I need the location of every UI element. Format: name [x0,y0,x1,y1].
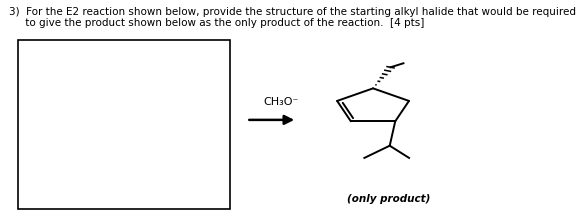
Text: CH₃O⁻: CH₃O⁻ [263,97,299,107]
Text: 3)  For the E2 reaction shown below, provide the structure of the starting alkyl: 3) For the E2 reaction shown below, prov… [9,7,576,28]
FancyBboxPatch shape [19,40,230,209]
Text: (only product): (only product) [347,194,431,204]
